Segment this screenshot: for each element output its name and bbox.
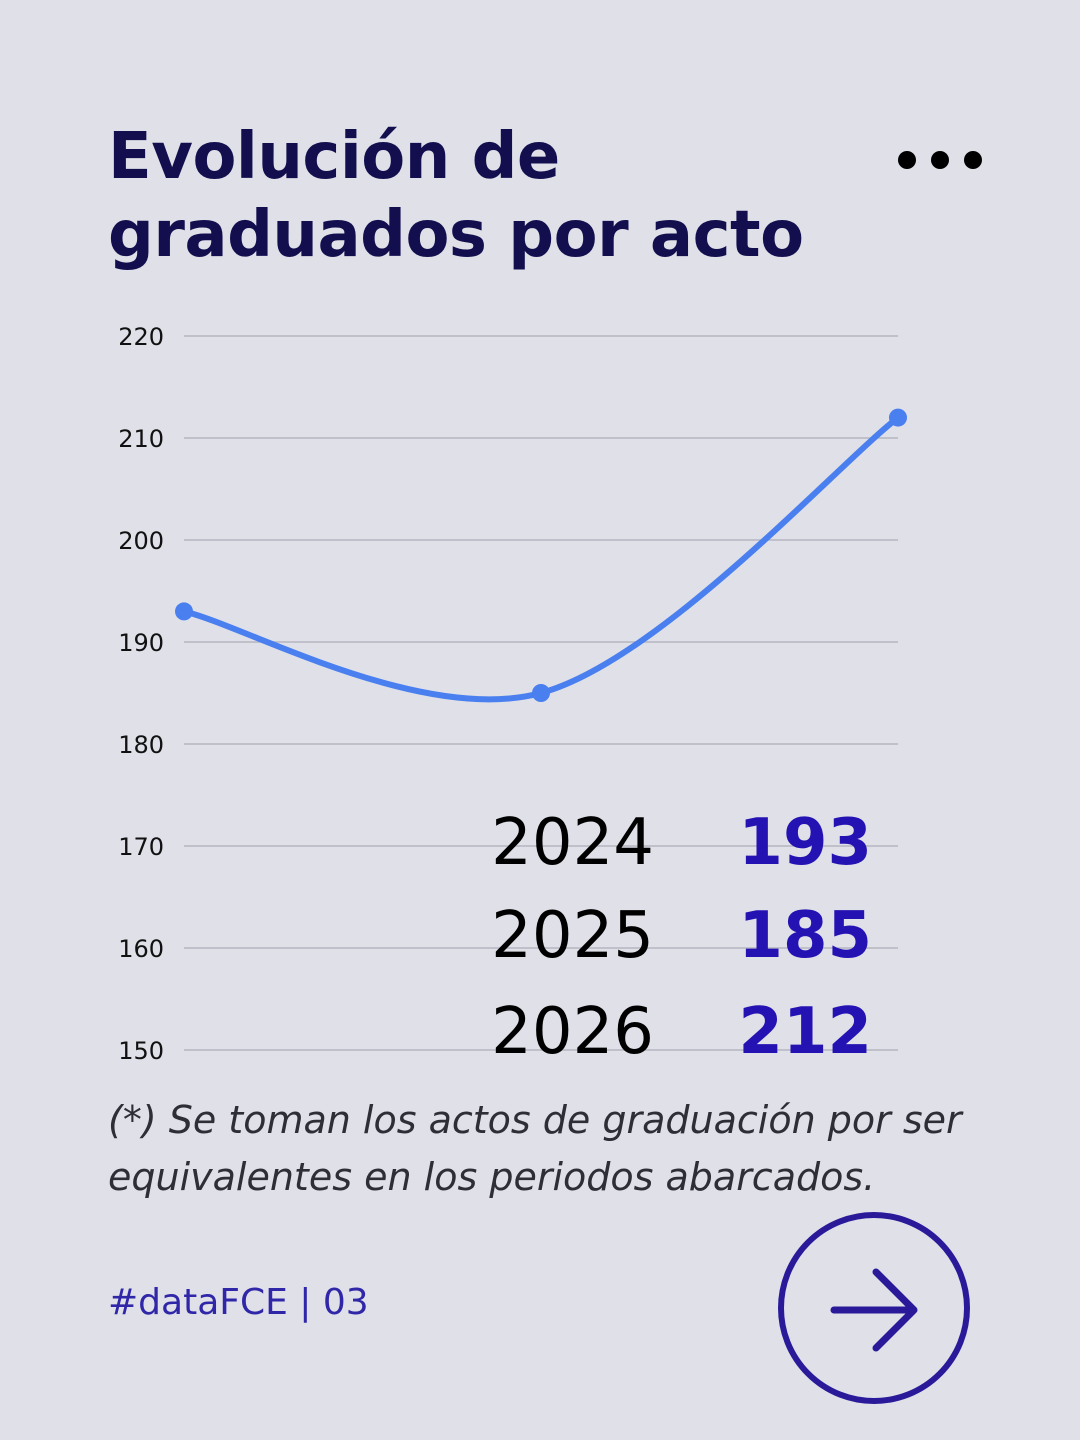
arrow-right-icon <box>778 1212 970 1404</box>
table-value: 212 <box>738 995 872 1069</box>
more-dots-icon <box>931 151 949 169</box>
data-point <box>175 602 193 621</box>
hashtag-label: #dataFCE | 03 <box>108 1282 369 1323</box>
y-tick-label: 220 <box>118 323 164 351</box>
title-line-1: Evolución de <box>108 120 560 194</box>
y-tick-label: 200 <box>118 527 164 555</box>
more-dots-icon <box>964 151 982 169</box>
y-tick-label: 180 <box>118 731 164 759</box>
value-table: 2024 193 2025 185 2026 212 <box>491 806 872 1069</box>
chart-gridlines <box>184 335 898 1051</box>
table-value: 193 <box>738 806 872 880</box>
title-line-2: graduados por acto <box>108 198 804 272</box>
page-title: Evolución de graduados por acto <box>108 118 888 274</box>
y-axis-tick-labels: 220 210 200 190 180 170 160 150 <box>118 323 164 1065</box>
series-points <box>175 408 907 702</box>
footnote: (*) Se toman los actos de graduación por… <box>108 1098 962 1199</box>
data-point <box>532 684 550 702</box>
more-dots-icon <box>898 151 916 169</box>
table-year: 2026 <box>491 995 654 1069</box>
more-options-button[interactable] <box>898 140 982 180</box>
table-year: 2024 <box>491 806 654 880</box>
y-tick-label: 170 <box>118 833 164 861</box>
table-value: 185 <box>738 899 872 973</box>
next-button[interactable] <box>776 1210 972 1406</box>
series-line <box>181 414 901 703</box>
y-tick-label: 160 <box>118 935 164 963</box>
y-tick-label: 150 <box>118 1037 164 1065</box>
table-year: 2025 <box>491 899 654 973</box>
data-point <box>889 408 907 427</box>
y-tick-label: 210 <box>118 425 164 453</box>
y-tick-label: 190 <box>118 629 164 657</box>
